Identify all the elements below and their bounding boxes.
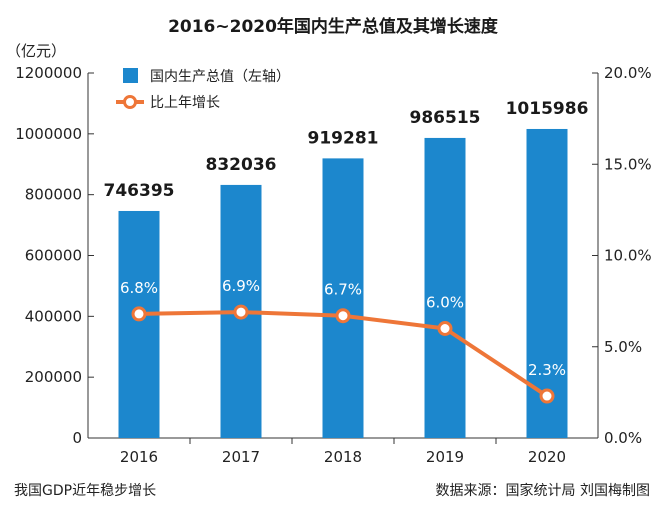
- x-tick-label: 2019: [426, 448, 464, 466]
- x-tick-label: 2017: [222, 448, 260, 466]
- x-tick-label: 2020: [528, 448, 566, 466]
- legend-line-label: 比上年增长: [150, 95, 220, 111]
- left-tick-label: 400000: [25, 307, 82, 325]
- bar-value-label: 986515: [410, 108, 481, 128]
- chart-title: 2016~2020年国内生产总值及其增长速度: [168, 16, 499, 37]
- growth-point: [335, 308, 351, 324]
- line-series: [131, 304, 555, 404]
- footer-caption: 我国GDP近年稳步增长: [14, 483, 156, 499]
- left-tick-label: 200000: [25, 368, 82, 386]
- left-tick-label: 600000: [25, 247, 82, 265]
- footer-source: 数据来源：国家统计局 刘国梅制图: [436, 482, 650, 499]
- growth-value-label: 6.7%: [324, 281, 362, 299]
- growth-value-label: 6.8%: [120, 279, 158, 297]
- bar-value-label: 832036: [206, 155, 277, 175]
- growth-point: [131, 306, 147, 322]
- legend-line-marker: [123, 95, 137, 109]
- right-tick-label: 20.0%: [604, 64, 652, 82]
- left-tick-label: 0: [72, 429, 82, 447]
- data-labels: 746395 832036 919281 986515 1015986 6.8% 6.9% 6…: [104, 99, 589, 379]
- bar-value-label: 1015986: [506, 99, 589, 119]
- legend-bar-swatch: [123, 68, 138, 83]
- growth-value-label: 6.0%: [426, 294, 464, 312]
- growth-point: [539, 388, 555, 404]
- right-tick-label: 5.0%: [604, 338, 642, 356]
- legend-bar-label: 国内生产总值（左轴）: [150, 69, 290, 85]
- bar-value-label: 919281: [308, 128, 379, 148]
- axes: 0 200000 400000 600000 800000 1000000 1200000 0…: [15, 64, 651, 466]
- legend: 国内生产总值（左轴） 比上年增长: [116, 68, 290, 111]
- bar: [424, 137, 466, 438]
- growth-value-label: 6.9%: [222, 277, 260, 295]
- bar: [322, 158, 364, 438]
- growth-point: [437, 321, 453, 336]
- right-tick-label: 15.0%: [604, 155, 652, 173]
- left-tick-label: 1000000: [15, 125, 82, 143]
- growth-point: [233, 304, 249, 320]
- right-tick-label: 10.0%: [604, 247, 652, 265]
- growth-value-label: 2.3%: [528, 361, 566, 379]
- bar: [118, 210, 160, 438]
- left-axis-unit: （亿元）: [6, 42, 66, 60]
- left-tick-label: 1200000: [15, 64, 82, 82]
- left-tick-label: 800000: [25, 186, 82, 204]
- x-tick-label: 2016: [120, 448, 158, 466]
- bar-value-label: 746395: [104, 181, 175, 201]
- right-tick-label: 0.0%: [604, 429, 642, 447]
- x-tick-label: 2018: [324, 448, 362, 466]
